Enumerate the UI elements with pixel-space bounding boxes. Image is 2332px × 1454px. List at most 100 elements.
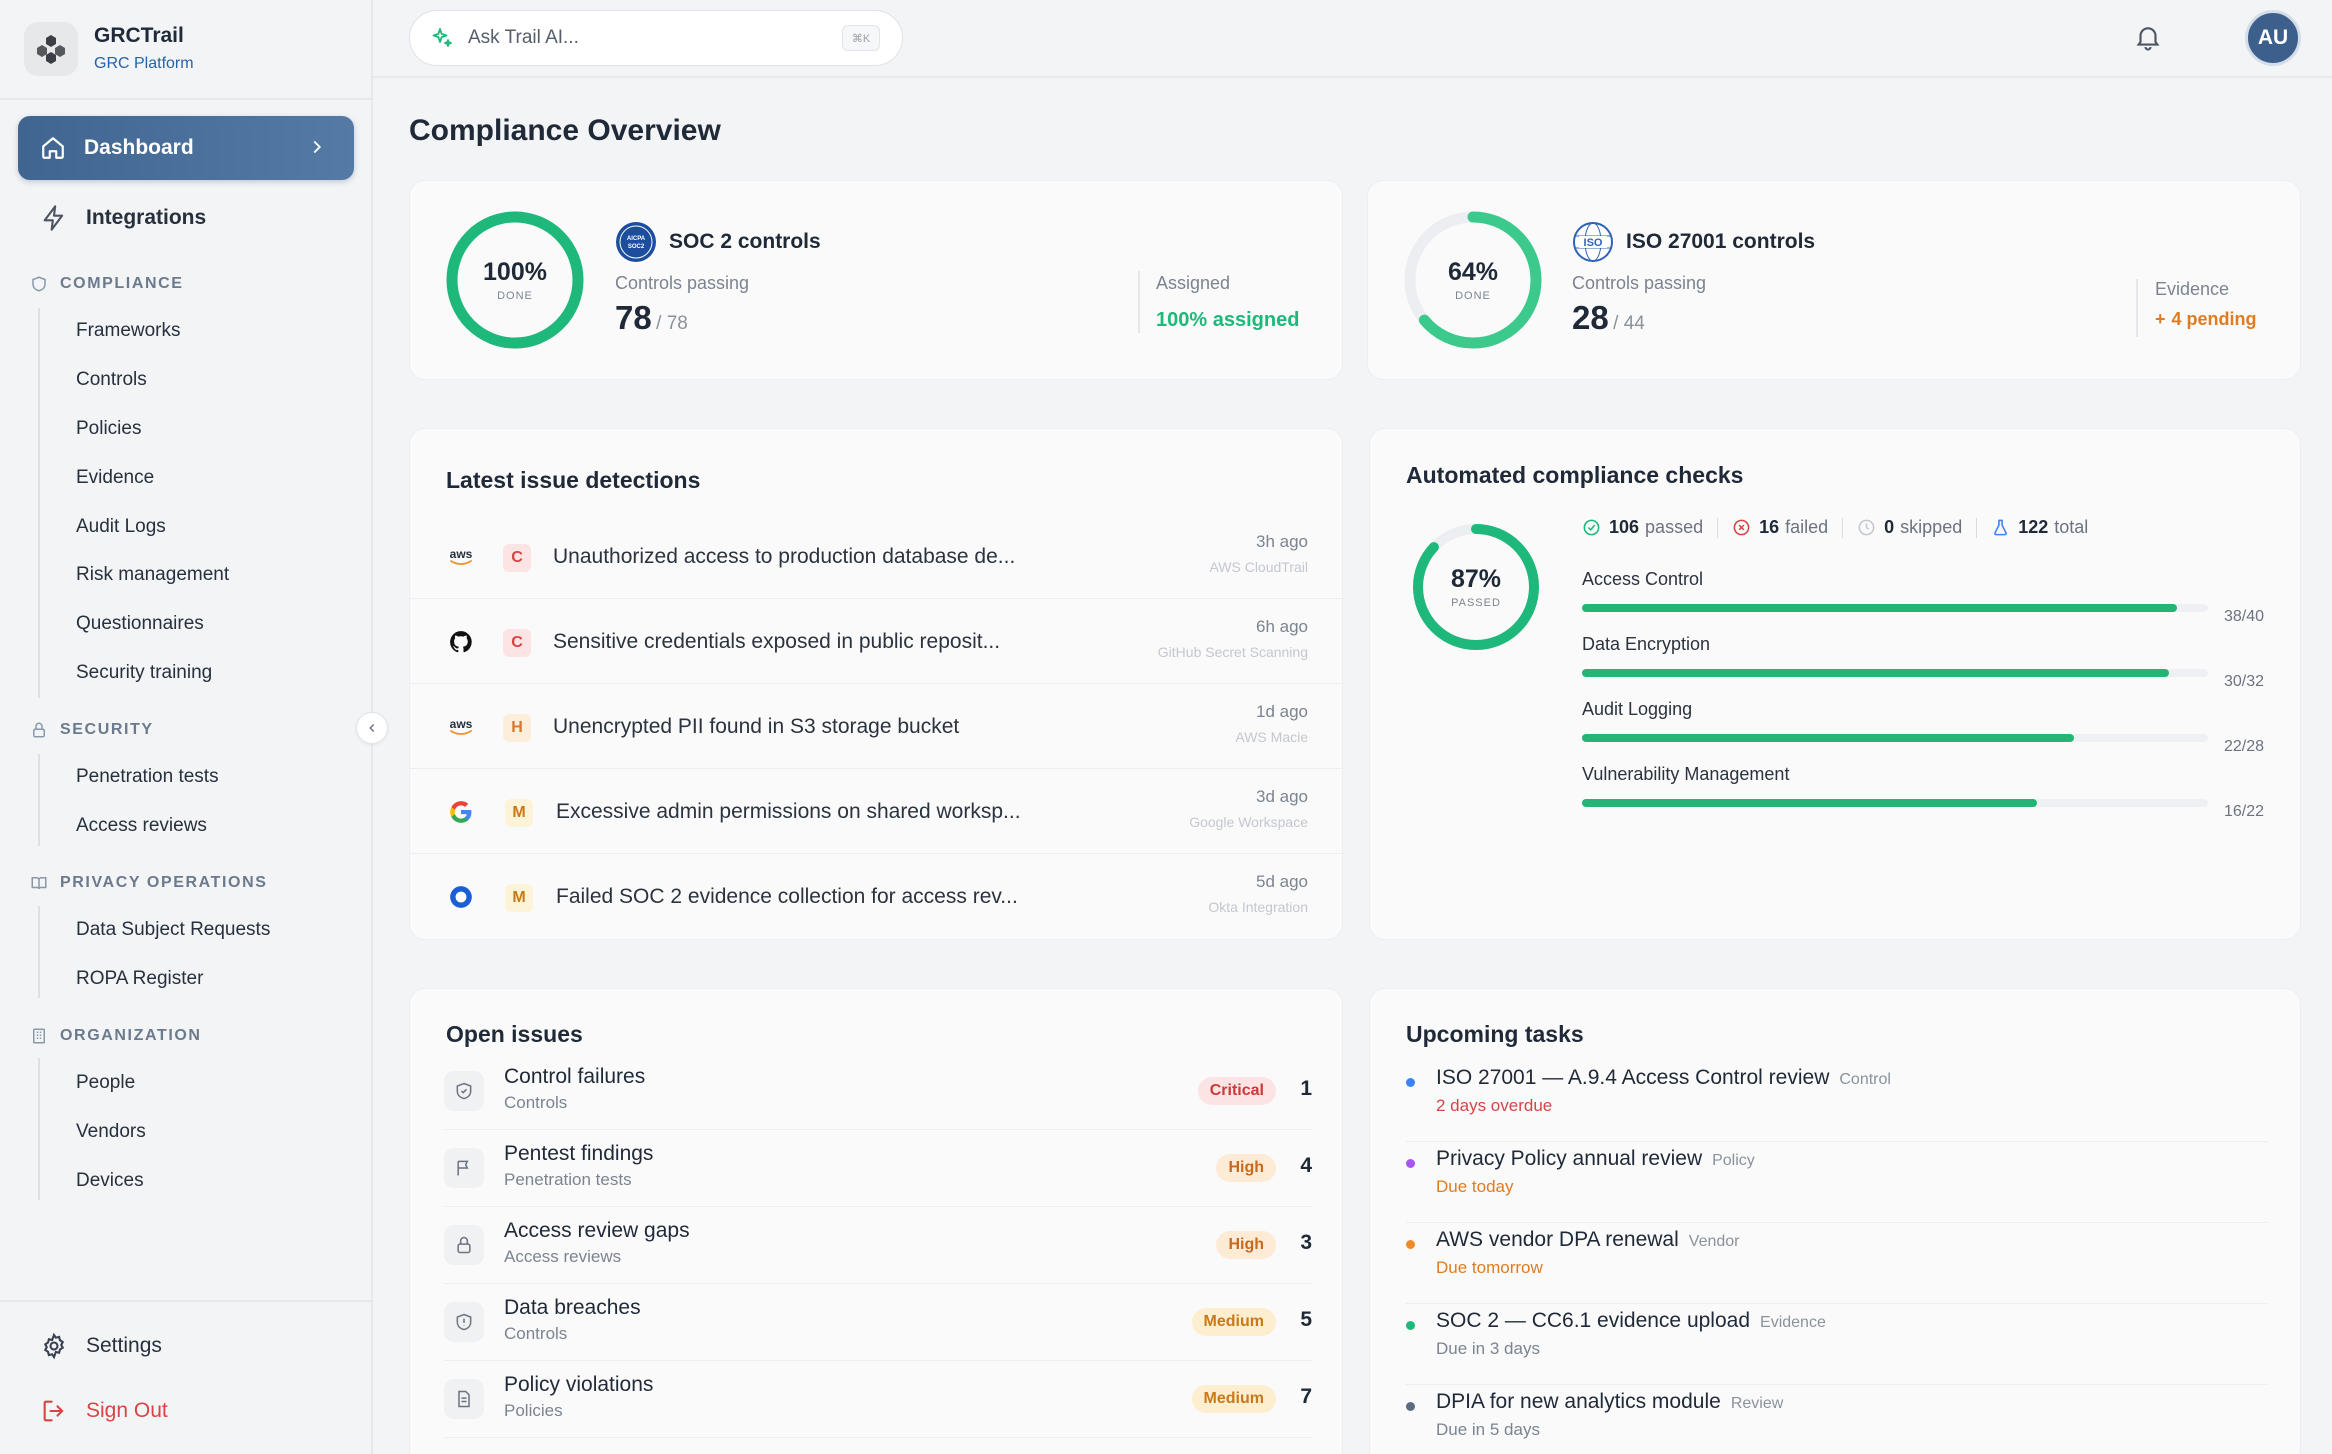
section-line: [38, 754, 40, 846]
section-compliance-title: COMPLIANCE: [60, 275, 184, 292]
nav-settings[interactable]: Settings: [40, 1332, 162, 1360]
failed-count: 16: [1759, 517, 1780, 537]
open-issue-category: Penetration tests: [504, 1170, 632, 1189]
nav-item-policies[interactable]: Policies: [76, 418, 142, 439]
nav-item-access-reviews[interactable]: Access reviews: [76, 815, 207, 836]
framework-card-iso27001[interactable]: 64% DONE ISO ISO 27001 controls Controls …: [1367, 180, 2301, 380]
divider: [2136, 279, 2138, 337]
passing-count: 28: [1572, 299, 1609, 336]
section-organization-title: ORGANIZATION: [60, 1027, 202, 1044]
user-avatar[interactable]: AU: [2245, 10, 2301, 66]
passing-total: / 44: [1613, 313, 1645, 334]
open-issues-card: Open issues Control failures Controls Crit…: [409, 988, 1343, 1454]
framework-header: ISO ISO 27001 controls: [1572, 221, 1815, 263]
card-title: Automated compliance checks: [1406, 462, 1744, 488]
nav-item-data-subject-requests[interactable]: Data Subject Requests: [76, 919, 271, 940]
task-row[interactable]: DPIA for new analytics module Review Due i…: [1406, 1386, 2268, 1454]
open-issue-title: Policy violations: [504, 1373, 654, 1396]
lock-icon: [30, 721, 48, 739]
task-type-tag: Evidence: [1760, 1314, 1826, 1331]
brand[interactable]: GRCTrail GRC Platform: [24, 22, 194, 76]
ring-label: DONE: [1455, 290, 1491, 302]
ring-label: DONE: [497, 290, 533, 302]
nav-dashboard[interactable]: Dashboard: [18, 116, 354, 180]
open-issue-row[interactable]: Control failures Controls Critical 1: [444, 1053, 1312, 1130]
check-progress-fill: [1582, 799, 2038, 807]
nav-sign-out[interactable]: Sign Out: [40, 1397, 168, 1425]
divider: [0, 98, 371, 100]
checks-legend: 106 passed 16 failed 0 skipped 122 total: [1582, 517, 2088, 538]
open-issue-row[interactable]: Data breaches Controls Medium 5: [444, 1284, 1312, 1361]
detection-row[interactable]: M Failed SOC 2 evidence collection for ac…: [410, 854, 1344, 939]
nav-item-ropa-register[interactable]: ROPA Register: [76, 968, 204, 989]
chevron-left-icon: [365, 721, 379, 735]
open-issue-row[interactable]: Policy violations Policies Medium 7: [444, 1361, 1312, 1438]
nav-item-controls[interactable]: Controls: [76, 369, 147, 390]
open-issue-title: Pentest findings: [504, 1142, 654, 1165]
nav-item-penetration-tests[interactable]: Penetration tests: [76, 766, 219, 787]
task-row[interactable]: ISO 27001 — A.9.4 Access Control review C…: [1406, 1062, 2268, 1142]
clock-icon: [1857, 518, 1876, 537]
detection-row[interactable]: M Excessive admin permissions on shared w…: [410, 769, 1344, 854]
section-privacy-operations: PRIVACY OPERATIONS: [30, 874, 268, 892]
ring-percent: 100%: [483, 258, 547, 286]
card-title: Open issues: [446, 1021, 583, 1047]
task-row[interactable]: SOC 2 — CC6.1 evidence upload Evidence Due…: [1406, 1305, 2268, 1385]
task-due: Due today: [1436, 1177, 1514, 1196]
check-count: 16/22: [2223, 803, 2264, 820]
iso-badge-icon: ISO: [1572, 221, 1614, 263]
open-issue-count: 1: [1300, 1077, 1312, 1100]
check-category-label: Vulnerability Management: [1582, 764, 1790, 784]
check-category-label: Access Control: [1582, 569, 1704, 589]
collapse-sidebar-button[interactable]: [356, 712, 388, 744]
total-label: total: [2054, 517, 2089, 537]
detection-time: 6h ago: [1256, 617, 1308, 636]
framework-header: AICPA SOC2 SOC 2 controls: [615, 221, 821, 263]
task-due: Due tomorrow: [1436, 1258, 1543, 1277]
ring-percent: 87%: [1450, 565, 1502, 593]
detection-row[interactable]: C Sensitive credentials exposed in public…: [410, 599, 1344, 684]
nav-item-audit-logs[interactable]: Audit Logs: [76, 516, 166, 537]
nav-item-vendors[interactable]: Vendors: [76, 1121, 146, 1142]
aws-logo-icon: aws: [446, 713, 476, 741]
topbar: Ask Trail AI... ⌘K AU: [373, 0, 2332, 78]
nav-item-evidence[interactable]: Evidence: [76, 467, 155, 488]
nav-item-risk-management[interactable]: Risk management: [76, 564, 230, 585]
lock-icon: [444, 1225, 484, 1265]
task-due: Due in 3 days: [1436, 1339, 1540, 1358]
check-category-label: Data Encryption: [1582, 634, 1711, 654]
open-issue-row[interactable]: Pentest findings Penetration tests High 4: [444, 1130, 1312, 1207]
passing-label: Controls passing: [1572, 273, 1707, 293]
nav-item-questionnaires[interactable]: Questionnaires: [76, 613, 204, 634]
severity-badge: H: [503, 714, 531, 742]
detection-row[interactable]: aws H Unencrypted PII found in S3 storage …: [410, 684, 1344, 769]
nav-integrations[interactable]: Integrations: [18, 190, 354, 246]
severity-pill: High: [1216, 1231, 1276, 1259]
nav-item-devices[interactable]: Devices: [76, 1170, 144, 1191]
nav-item-frameworks[interactable]: Frameworks: [76, 320, 181, 341]
status-dot: [1406, 1321, 1415, 1330]
sign-out-icon: [40, 1397, 68, 1425]
check-category-label: Audit Logging: [1582, 699, 1693, 719]
okta-logo-icon: [446, 883, 476, 911]
task-type-tag: Vendor: [1688, 1233, 1740, 1250]
bell-icon[interactable]: [2133, 22, 2163, 52]
assigned-value: 100% assigned: [1156, 309, 1300, 331]
open-issue-row[interactable]: Access review gaps Access reviews High 3: [444, 1207, 1312, 1284]
task-row[interactable]: Privacy Policy annual review Policy Due to…: [1406, 1143, 2268, 1223]
github-logo-icon: [446, 628, 476, 656]
detection-row[interactable]: aws C Unauthorized access to production da…: [410, 514, 1344, 599]
detection-text: Sensitive credentials exposed in public …: [553, 630, 1001, 653]
ring-percent: 64%: [1447, 258, 1499, 286]
nav-item-people[interactable]: People: [76, 1072, 136, 1093]
task-title: AWS vendor DPA renewal: [1436, 1228, 1679, 1251]
task-due: 2 days overdue: [1436, 1096, 1553, 1115]
task-title: DPIA for new analytics module: [1436, 1390, 1721, 1413]
framework-card-soc2[interactable]: 100% DONE AICPA SOC2 SOC 2 controls Contro…: [409, 180, 1343, 380]
ask-ai-search[interactable]: Ask Trail AI... ⌘K: [409, 10, 903, 66]
task-row[interactable]: AWS vendor DPA renewal Vendor Due tomorrow: [1406, 1224, 2268, 1304]
nav-item-security-training[interactable]: Security training: [76, 662, 213, 683]
framework-name: SOC 2 controls: [669, 230, 821, 253]
check-progress-bar: [1582, 799, 2208, 807]
check-circle-icon: [1582, 518, 1601, 537]
